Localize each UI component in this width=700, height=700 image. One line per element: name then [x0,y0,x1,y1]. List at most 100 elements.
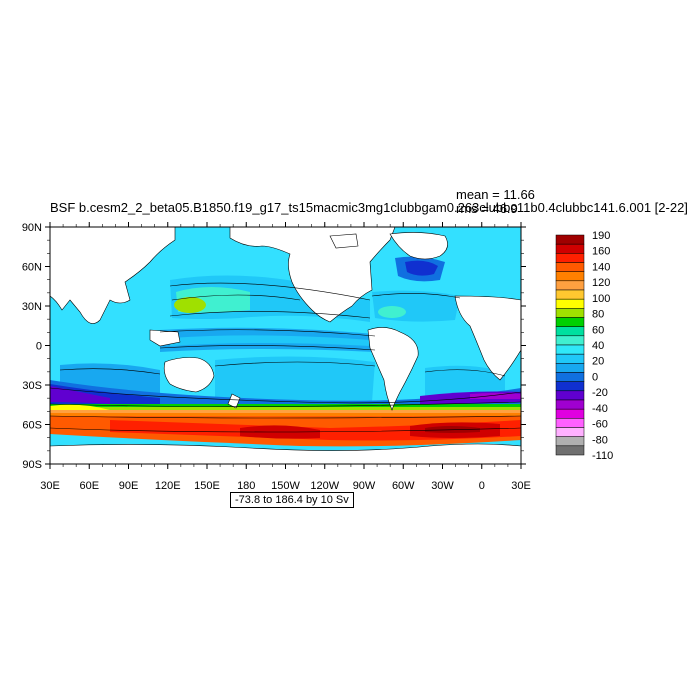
contour-line [50,387,521,404]
colorbar-swatch [555,308,585,318]
contour-line [214,361,376,367]
acc-band-orange [50,413,521,418]
lon-label: 0 [479,480,485,492]
rms-stat: rms = 46.9 [456,201,518,216]
colorbar-swatch [555,298,585,309]
contour-line [371,293,461,299]
lat-label: 60S [22,420,42,432]
land-eurasia [50,227,176,324]
contour-line [59,368,161,375]
colorbar-swatch [555,243,585,254]
lon-label: 60E [79,480,99,492]
lon-label: 180 [237,480,255,492]
colorbar-label: -110 [592,450,613,462]
colorbar-swatch [555,418,585,428]
colorbar-label: 0 [592,371,598,383]
acc-band-lime [50,407,521,410]
acc-band-orange-light [50,410,521,414]
colorbar: 190 160 140 120 100 80 60 40 20 0 -20 -40 -60 -80 -110 [555,230,613,462]
lon-label: 150W [271,480,300,492]
contour-line [169,282,371,301]
colorbar-label: 120 [592,277,610,289]
land-australia [163,357,215,393]
drake-passage-magenta [470,393,521,399]
land-new-zealand [227,393,241,409]
lon-label: 120E [155,480,181,492]
southern-ocean-purple [50,386,110,404]
land-ellesmere [329,233,359,249]
colorbar-swatch [555,399,585,410]
contour-line [159,329,376,337]
lat-label: 90S [22,459,42,471]
lon-label: 150E [194,480,220,492]
colorbar-label: -20 [592,387,608,399]
contour-line [424,369,506,377]
contour-interval-label: -73.8 to 186.4 by 10 Sv [230,492,354,508]
land-north-america [229,227,396,323]
colorbar-label: -40 [592,403,608,415]
lat-label: 30N [22,301,42,313]
lon-label: 90E [119,480,139,492]
contour-line [50,401,521,407]
gulf-stream-core [378,306,406,318]
colorbar-swatch [555,317,585,327]
lon-label: 90W [353,480,376,492]
colorbar-label: -80 [592,434,608,446]
south-atlantic-gyre [425,365,505,400]
contour-line [169,311,371,319]
mean-stat: mean = 11.66 [456,187,535,202]
kuroshio-max [174,297,206,313]
lon-label: 30E [40,480,60,492]
colorbar-swatch [555,344,585,355]
acc-band-green [50,404,521,408]
colorbar-label: 100 [592,293,610,305]
colorbar-swatch [555,280,585,291]
colorbar-swatch [555,271,585,282]
colorbar-label: 20 [592,356,604,368]
colorbar-label: 80 [592,309,604,321]
plot-title: BSF b.cesm2_2_beta05.B1850.f19_g17_ts15m… [50,200,688,215]
colorbar-swatch [555,445,585,456]
subpolar-gyre-inner [405,260,438,276]
south-pacific-gyre [215,356,375,407]
contour-line [171,294,301,301]
lat-label: 30S [22,380,42,392]
lon-label: 120W [310,480,339,492]
land-greenland [389,232,448,260]
lat-label: 0 [36,341,42,353]
colorbar-swatch [555,363,585,373]
colorbar-swatch [555,381,585,392]
lon-label: 30E [511,480,531,492]
colorbar-swatch [555,289,585,300]
lon-label: 60W [392,480,415,492]
colorbar-label: 190 [592,230,610,242]
land-africa [454,295,521,381]
contour-line [50,427,521,433]
colorbar-swatch [555,262,585,272]
contour-line [159,345,376,351]
colorbar-swatch [555,234,585,245]
latitude-axis: 90N 60N 30N 0 30S 60S 90S [22,222,526,471]
equatorial-counter-band [170,335,370,346]
colorbar-swatch [555,408,585,419]
colorbar-swatch [555,253,585,263]
land-south-america [367,327,419,411]
land-antarctica [50,443,521,464]
lon-label: 30W [431,480,454,492]
colorbar-label: 40 [592,340,604,352]
land-indonesia [149,329,181,347]
contour-line [50,415,521,419]
colorbar-swatch [555,326,585,337]
longitude-axis: 30E 60E 90E 120E 150E 180 150W 120W 90W 60W 30W 0 30… [40,222,531,492]
colorbar-label: 60 [592,324,604,336]
colorbar-swatch [555,427,585,437]
colorbar-swatch [555,390,585,401]
colorbar-label: 160 [592,246,610,258]
lat-label: 60N [22,262,42,274]
colorbar-swatch [555,372,585,382]
colorbar-swatch [555,353,585,364]
lat-label: 90N [22,222,42,234]
colorbar-swatch [555,436,585,447]
colorbar-swatch [555,335,585,346]
